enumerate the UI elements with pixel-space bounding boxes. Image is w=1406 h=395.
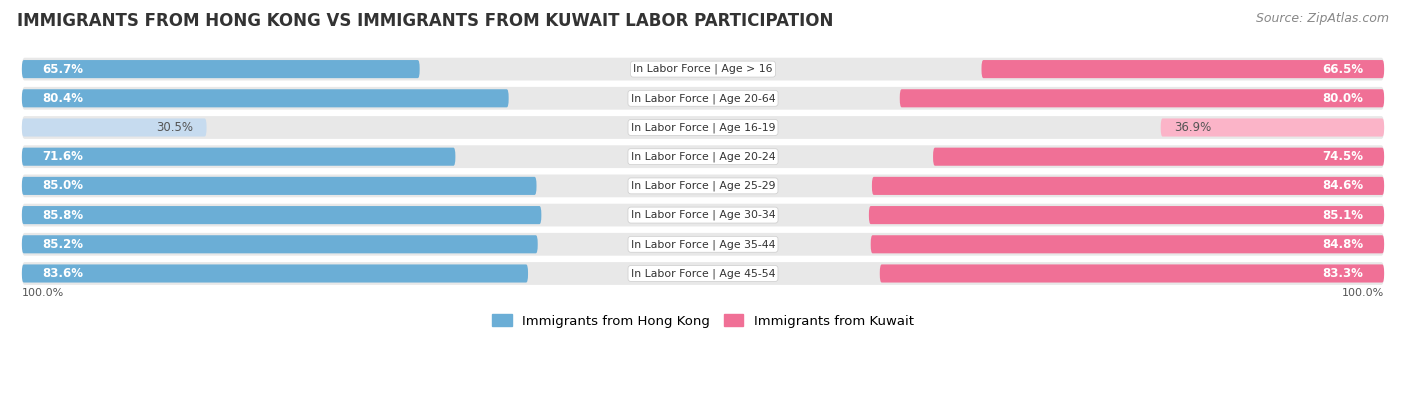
Text: In Labor Force | Age 20-24: In Labor Force | Age 20-24	[631, 151, 775, 162]
FancyBboxPatch shape	[870, 235, 1384, 253]
FancyBboxPatch shape	[900, 89, 1384, 107]
FancyBboxPatch shape	[22, 235, 537, 253]
Text: 85.1%: 85.1%	[1323, 209, 1364, 222]
FancyBboxPatch shape	[22, 206, 541, 224]
Text: 84.8%: 84.8%	[1323, 238, 1364, 251]
FancyBboxPatch shape	[22, 145, 1384, 168]
FancyBboxPatch shape	[22, 89, 509, 107]
FancyBboxPatch shape	[22, 177, 537, 195]
Text: 84.6%: 84.6%	[1323, 179, 1364, 192]
Text: 80.0%: 80.0%	[1323, 92, 1364, 105]
FancyBboxPatch shape	[22, 264, 529, 282]
FancyBboxPatch shape	[22, 233, 1384, 256]
FancyBboxPatch shape	[981, 60, 1384, 78]
Text: IMMIGRANTS FROM HONG KONG VS IMMIGRANTS FROM KUWAIT LABOR PARTICIPATION: IMMIGRANTS FROM HONG KONG VS IMMIGRANTS …	[17, 12, 834, 30]
Text: 100.0%: 100.0%	[22, 288, 65, 298]
Text: 74.5%: 74.5%	[1323, 150, 1364, 163]
Text: 83.6%: 83.6%	[42, 267, 83, 280]
Text: 36.9%: 36.9%	[1174, 121, 1212, 134]
FancyBboxPatch shape	[22, 87, 1384, 110]
Text: 80.4%: 80.4%	[42, 92, 83, 105]
FancyBboxPatch shape	[22, 175, 1384, 197]
FancyBboxPatch shape	[22, 118, 207, 137]
Text: 71.6%: 71.6%	[42, 150, 83, 163]
FancyBboxPatch shape	[22, 148, 456, 166]
Text: In Labor Force | Age 25-29: In Labor Force | Age 25-29	[631, 181, 775, 191]
Text: In Labor Force | Age 16-19: In Labor Force | Age 16-19	[631, 122, 775, 133]
FancyBboxPatch shape	[22, 262, 1384, 285]
FancyBboxPatch shape	[872, 177, 1384, 195]
Text: 65.7%: 65.7%	[42, 62, 83, 75]
Text: 100.0%: 100.0%	[1341, 288, 1384, 298]
FancyBboxPatch shape	[22, 204, 1384, 226]
Text: 83.3%: 83.3%	[1323, 267, 1364, 280]
Text: In Labor Force | Age 20-64: In Labor Force | Age 20-64	[631, 93, 775, 103]
FancyBboxPatch shape	[869, 206, 1384, 224]
FancyBboxPatch shape	[1161, 118, 1384, 137]
Text: 30.5%: 30.5%	[156, 121, 193, 134]
FancyBboxPatch shape	[880, 264, 1384, 282]
FancyBboxPatch shape	[934, 148, 1384, 166]
Text: In Labor Force | Age 45-54: In Labor Force | Age 45-54	[631, 268, 775, 279]
Text: Source: ZipAtlas.com: Source: ZipAtlas.com	[1256, 12, 1389, 25]
Text: 85.2%: 85.2%	[42, 238, 83, 251]
FancyBboxPatch shape	[22, 60, 419, 78]
Text: In Labor Force | Age > 16: In Labor Force | Age > 16	[633, 64, 773, 74]
Text: In Labor Force | Age 30-34: In Labor Force | Age 30-34	[631, 210, 775, 220]
FancyBboxPatch shape	[22, 116, 1384, 139]
Text: In Labor Force | Age 35-44: In Labor Force | Age 35-44	[631, 239, 775, 250]
Text: 66.5%: 66.5%	[1323, 62, 1364, 75]
FancyBboxPatch shape	[22, 58, 1384, 81]
Text: 85.8%: 85.8%	[42, 209, 83, 222]
Legend: Immigrants from Hong Kong, Immigrants from Kuwait: Immigrants from Hong Kong, Immigrants fr…	[486, 309, 920, 333]
Text: 85.0%: 85.0%	[42, 179, 83, 192]
